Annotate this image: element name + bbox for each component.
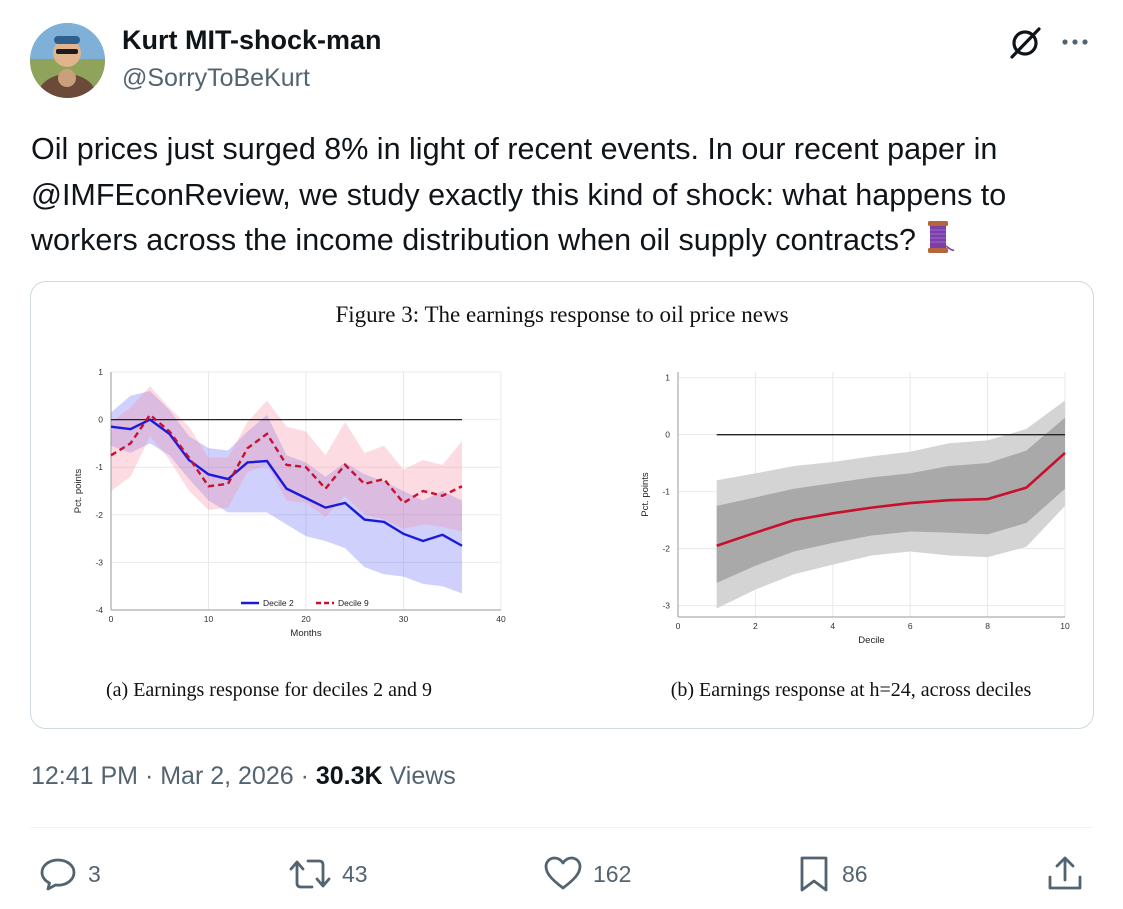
bookmark-icon (800, 856, 828, 892)
figure-title: Figure 3: The earnings response to oil p… (335, 302, 788, 327)
tweet-time[interactable]: 12:41 PM (31, 762, 139, 790)
x-tick-label: 10 (1060, 621, 1070, 631)
reply-count: 3 (88, 860, 101, 887)
repost-button[interactable]: 43 (288, 852, 368, 896)
tweet-line-text: workers across the income distribution w… (31, 223, 916, 257)
meta-separator: · (293, 762, 316, 790)
tweet-line: Oil prices just surged 8% in light of re… (31, 132, 998, 166)
more-icon[interactable] (1058, 26, 1092, 60)
author-name[interactable]: Kurt MIT-shock-man (122, 25, 382, 55)
share-button[interactable] (1045, 852, 1085, 896)
repost-icon (289, 859, 331, 889)
heart-icon (544, 856, 582, 890)
divider (30, 827, 1092, 828)
x-tick-label: 0 (676, 621, 681, 631)
x-tick-label: 40 (496, 614, 506, 624)
views-label: Views (382, 762, 456, 790)
views-count: 30.3K (315, 762, 383, 790)
x-tick-label: 4 (830, 621, 835, 631)
bookmark-count: 86 (842, 860, 868, 887)
tweet-media-figure[interactable]: Figure 3: The earnings response to oil p… (30, 281, 1094, 729)
y-tick-label: 0 (665, 430, 670, 440)
x-tick-label: 20 (301, 614, 311, 624)
x-tick-label: 8 (985, 621, 990, 631)
repost-count: 43 (342, 860, 368, 887)
series-line (716, 451, 1066, 548)
y-axis-label: Pct. points (640, 472, 651, 517)
x-tick-label: 2 (753, 621, 758, 631)
legend-label: Decile 9 (338, 598, 369, 608)
series-line (110, 413, 463, 505)
y-tick-label: -3 (662, 601, 670, 611)
confidence-band (111, 391, 462, 594)
confidence-band (111, 386, 462, 532)
grok-icon[interactable] (1006, 24, 1044, 62)
y-tick-label: -1 (95, 462, 103, 472)
x-axis-label: Decile (858, 635, 884, 646)
y-tick-label: -2 (662, 544, 670, 554)
panel-a-caption: (a) Earnings response for deciles 2 and … (106, 679, 432, 701)
reply-icon (40, 858, 76, 891)
bookmark-button[interactable]: 86 (796, 852, 868, 896)
confidence-band-68 (716, 417, 1065, 583)
y-tick-label: -3 (95, 557, 103, 567)
reply-button[interactable]: 3 (38, 852, 101, 896)
x-tick-label: 6 (908, 621, 913, 631)
tweet-line: @IMFEconReview, we study exactly this ki… (31, 177, 1007, 212)
y-tick-label: 1 (665, 373, 670, 383)
thread-icon (920, 219, 956, 269)
series-line (110, 418, 463, 547)
x-tick-label: 0 (109, 614, 114, 624)
tweet-text: Oil prices just surged 8% in light of re… (31, 127, 1101, 269)
y-tick-label: 0 (98, 415, 103, 425)
author-handle[interactable]: @SorryToBeKurt (122, 64, 310, 92)
panel-b-caption: (b) Earnings response at h=24, across de… (671, 679, 1032, 701)
like-count: 162 (593, 860, 632, 887)
avatar[interactable] (30, 23, 105, 98)
y-tick-label: 1 (98, 367, 103, 377)
y-tick-label: -2 (95, 510, 103, 520)
legend-label: Decile 2 (263, 598, 294, 608)
x-axis-label: Months (290, 628, 321, 639)
tweet-date[interactable]: Mar 2, 2026 (160, 762, 294, 790)
tweet-meta: 12:41 PM · Mar 2, 2026 · 30.3K Views (31, 762, 456, 791)
y-axis-label: Pct. points (73, 469, 84, 514)
x-tick-label: 30 (399, 614, 409, 624)
y-tick-label: -1 (662, 487, 670, 497)
x-tick-label: 10 (204, 614, 214, 624)
y-tick-label: -4 (95, 605, 103, 615)
tweet-line: workers across the income distribution w… (31, 218, 1101, 269)
share-icon (1048, 856, 1082, 890)
like-button[interactable]: 162 (543, 852, 631, 896)
meta-separator: · (138, 762, 161, 790)
